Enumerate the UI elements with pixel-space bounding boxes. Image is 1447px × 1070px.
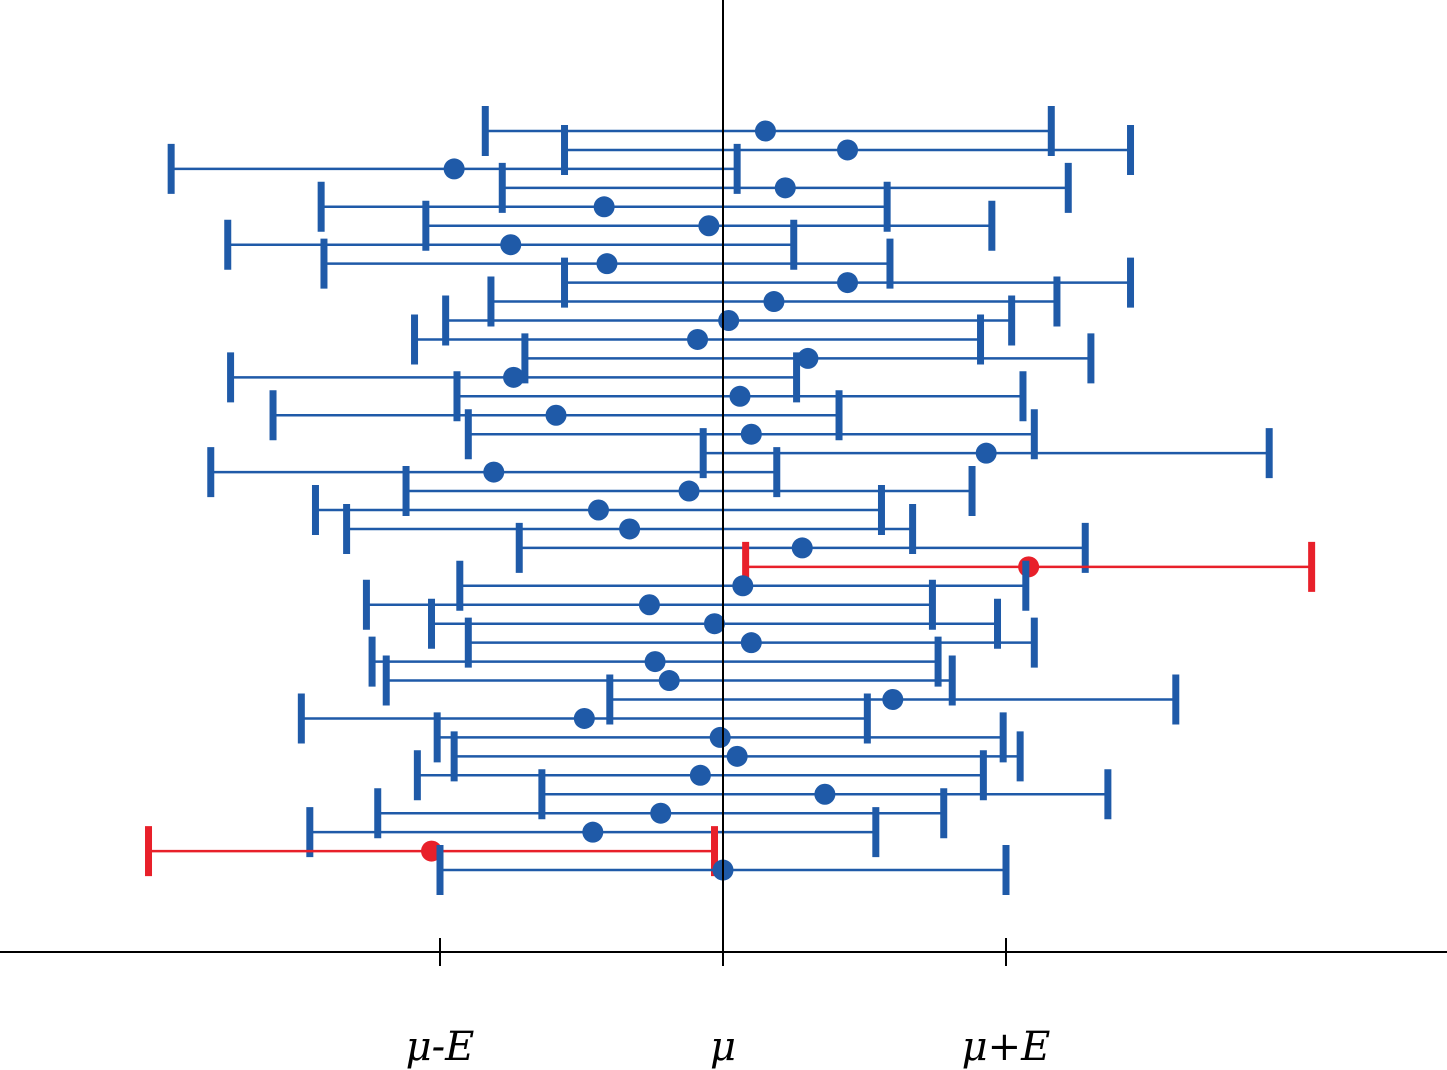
sample-mean-dot bbox=[740, 632, 762, 654]
sample-mean-dot bbox=[837, 272, 859, 294]
interval-12 bbox=[411, 314, 985, 365]
interval-19 bbox=[207, 447, 781, 498]
interval-1 bbox=[481, 106, 1055, 156]
sample-mean-dot bbox=[729, 385, 751, 407]
interval-36 bbox=[538, 769, 1112, 820]
interval-34 bbox=[450, 731, 1024, 782]
sample-mean-dot bbox=[709, 726, 731, 748]
sample-mean-dot bbox=[718, 310, 740, 331]
interval-22 bbox=[343, 503, 917, 554]
interval-31 bbox=[606, 674, 1180, 725]
interval-16 bbox=[269, 390, 843, 441]
interval-6 bbox=[422, 200, 996, 251]
interval-4 bbox=[498, 162, 1072, 213]
sample-mean-dot bbox=[687, 328, 709, 350]
interval-15 bbox=[453, 371, 1027, 422]
sample-mean-dot bbox=[689, 764, 711, 786]
tick-label-mu-minus-e: μ-E bbox=[406, 1024, 475, 1070]
tick-label-mu-plus-e: μ+E bbox=[962, 1024, 1051, 1070]
interval-29 bbox=[368, 636, 942, 687]
sample-mean-dot bbox=[837, 139, 859, 161]
sample-mean-dot bbox=[678, 480, 700, 502]
interval-27 bbox=[428, 598, 1002, 649]
sample-mean-dot bbox=[500, 234, 522, 256]
interval-9 bbox=[561, 257, 1135, 308]
sample-mean-dot bbox=[754, 120, 776, 142]
interval-8 bbox=[320, 238, 894, 289]
interval-18 bbox=[699, 428, 1273, 479]
interval-14 bbox=[227, 352, 801, 403]
sample-mean-dot bbox=[650, 802, 672, 824]
sample-mean-dot bbox=[596, 253, 618, 275]
sample-mean-dot bbox=[644, 651, 666, 673]
sample-mean-dot bbox=[882, 689, 904, 710]
sample-mean-dot bbox=[483, 461, 505, 483]
intervals-group bbox=[145, 106, 1316, 896]
interval-30 bbox=[382, 655, 956, 706]
sample-mean-dot bbox=[593, 196, 615, 218]
sample-mean-dot bbox=[797, 347, 819, 369]
sample-mean-dot bbox=[774, 177, 796, 199]
sample-mean-dot bbox=[698, 215, 720, 237]
sample-mean-dot bbox=[791, 537, 813, 559]
interval-20 bbox=[402, 466, 976, 517]
sample-mean-dot bbox=[726, 745, 748, 767]
interval-26 bbox=[362, 579, 936, 630]
sample-mean-dot bbox=[619, 518, 641, 540]
interval-5 bbox=[317, 181, 891, 232]
sample-mean-dot bbox=[740, 423, 762, 445]
sample-mean-dot bbox=[443, 158, 465, 180]
interval-10 bbox=[487, 276, 1061, 327]
sample-mean-dot bbox=[814, 783, 836, 805]
sample-mean-dot bbox=[763, 291, 785, 313]
sample-mean-dot bbox=[638, 594, 660, 616]
interval-39 bbox=[145, 826, 719, 877]
sample-mean-dot bbox=[975, 442, 997, 464]
tick-label-mu: μ bbox=[710, 1024, 736, 1070]
interval-13 bbox=[521, 333, 1095, 384]
sample-mean-dot bbox=[658, 670, 680, 692]
interval-32 bbox=[297, 693, 871, 744]
sample-mean-dot bbox=[587, 499, 609, 521]
interval-23 bbox=[515, 522, 1089, 573]
interval-3 bbox=[167, 143, 741, 194]
interval-11 bbox=[442, 295, 1016, 346]
interval-17 bbox=[464, 409, 1038, 460]
interval-21 bbox=[311, 485, 885, 535]
interval-38 bbox=[306, 807, 880, 858]
sample-mean-dot bbox=[582, 821, 604, 843]
interval-37 bbox=[374, 788, 948, 839]
interval-35 bbox=[413, 750, 987, 801]
interval-33 bbox=[433, 712, 1007, 763]
sample-mean-dot bbox=[704, 613, 726, 635]
sample-mean-dot bbox=[732, 575, 754, 597]
interval-2 bbox=[561, 124, 1135, 175]
sample-mean-dot bbox=[503, 366, 525, 388]
sample-mean-dot bbox=[545, 404, 567, 426]
axis-ticks-group bbox=[439, 938, 1007, 966]
sample-mean-dot bbox=[573, 707, 595, 729]
